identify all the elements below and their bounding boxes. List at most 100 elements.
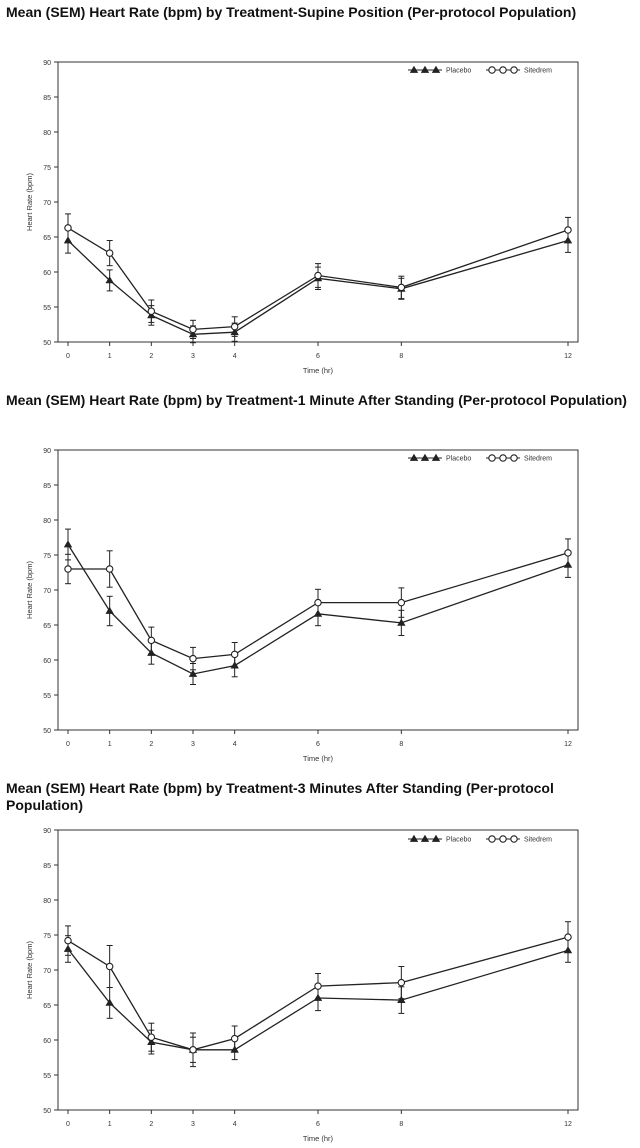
data-point-sitedrem [564,549,572,557]
legend-label-placebo: Placebo [446,837,471,844]
y-axis-label: Heart Rate (bpm) [25,173,34,231]
data-point-sitedrem [147,307,156,315]
y-tick-label: 90 [43,448,51,455]
data-point-sitedrem [189,325,197,334]
data-point-placebo [63,540,73,548]
y-tick-label: 60 [43,1038,51,1045]
legend-label-sitedrem: Sitedrem [524,837,552,844]
data-point-placebo [105,998,114,1006]
data-point-sitedrem [105,565,114,573]
y-tick-label: 55 [43,693,51,700]
x-tick-label: 1 [108,1121,112,1128]
legend: Placebo Sitedrem [408,453,552,463]
legend-marker [409,65,419,73]
x-tick-label: 3 [191,741,195,748]
data-point-sitedrem [564,933,572,941]
x-tick-label: 12 [564,741,572,748]
legend-marker [488,835,496,843]
x-tick-label: 0 [66,741,70,748]
y-axis-label: Heart Rate (bpm) [25,941,34,999]
series-line-sitedrem [68,552,569,660]
y-tick-label: 75 [43,553,51,560]
data-point-placebo [105,606,114,614]
x-tick-label: 0 [66,353,70,360]
legend-marker [409,834,419,842]
y-tick-label: 80 [43,130,51,137]
series-sitedrem [64,921,572,1068]
legend-marker [431,453,441,461]
data-point-sitedrem [64,224,72,232]
legend-marker [409,453,419,461]
legend: Placebo Sitedrem [408,834,552,844]
data-point-sitedrem [147,636,156,645]
y-tick-label: 75 [43,165,51,172]
x-tick-label: 0 [66,1121,70,1128]
y-tick-label: 65 [43,235,51,242]
legend-marker [510,66,518,74]
y-tick-label: 85 [43,863,51,870]
x-tick-label: 12 [564,1121,572,1128]
x-tick-label: 2 [149,353,153,360]
y-tick-label: 85 [43,95,51,102]
y-tick-label: 70 [43,200,51,207]
series-sitedrem [64,538,572,671]
y-axis-label: Heart Rate (bpm) [25,561,34,619]
y-tick-label: 70 [43,968,51,975]
y-tick-label: 70 [43,588,51,595]
series-line-placebo [67,544,569,675]
y-tick-label: 60 [43,658,51,665]
y-tick-label: 75 [43,933,51,940]
legend-marker [431,834,441,842]
data-point-sitedrem [230,1034,239,1043]
y-tick-label: 65 [43,1003,51,1010]
data-point-sitedrem [105,249,114,257]
x-tick-label: 1 [108,741,112,748]
data-point-sitedrem [314,598,322,607]
data-point-sitedrem [64,936,72,945]
x-tick-label: 4 [233,741,237,748]
y-tick-label: 80 [43,518,51,525]
chart-title: Mean (SEM) Heart Rate (bpm) by Treatment… [6,392,627,408]
x-axis-label: Time (hr) [303,366,334,375]
series-line-placebo [67,948,569,1051]
chart-title: Mean (SEM) Heart Rate (bpm) by Treatment… [6,4,577,20]
y-tick-label: 85 [43,483,51,490]
x-tick-label: 4 [233,353,237,360]
legend-marker [420,453,430,461]
x-tick-label: 6 [316,353,320,360]
data-point-placebo [188,669,198,677]
chart-title: Mean (SEM) Heart Rate (bpm) by Treatment… [6,780,554,813]
x-tick-label: 6 [316,741,320,748]
legend-label-placebo: Placebo [446,68,471,75]
x-tick-label: 12 [564,353,572,360]
legend-marker [420,65,430,73]
data-point-placebo [397,618,406,626]
y-tick-label: 50 [43,728,51,735]
data-point-sitedrem [314,982,322,990]
legend-label-placebo: Placebo [446,456,471,463]
legend-marker [499,66,507,74]
y-tick-label: 50 [43,1108,51,1115]
data-point-sitedrem [230,650,239,659]
legend-label-sitedrem: Sitedrem [524,456,552,463]
legend: Placebo Sitedrem [408,65,552,75]
data-point-sitedrem [105,962,114,971]
y-tick-label: 50 [43,340,51,347]
x-tick-label: 3 [191,353,195,360]
legend-marker [488,454,496,462]
legend-label-sitedrem: Sitedrem [524,68,552,75]
data-point-sitedrem [230,322,239,331]
data-point-sitedrem [147,1033,156,1041]
series-line-sitedrem [67,227,569,331]
y-tick-label: 80 [43,898,51,905]
x-tick-label: 8 [399,353,403,360]
data-point-sitedrem [397,598,406,607]
legend-marker [431,65,441,73]
legend-marker [488,66,496,74]
data-point-sitedrem [397,283,406,292]
x-tick-label: 4 [233,1121,237,1128]
x-tick-label: 8 [399,1121,403,1128]
data-point-sitedrem [397,978,406,987]
series-line-sitedrem [67,936,569,1051]
